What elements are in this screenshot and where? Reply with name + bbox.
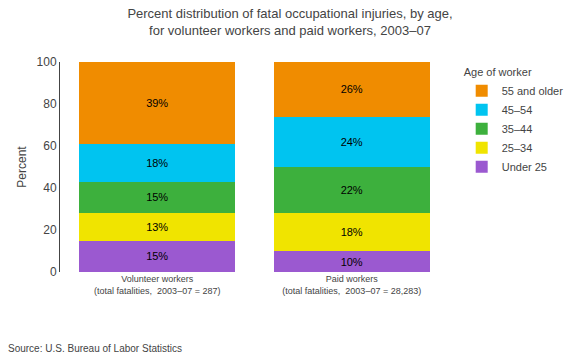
svg-text:0: 0	[50, 265, 57, 279]
svg-text:13%: 13%	[146, 221, 168, 233]
svg-text:39%: 39%	[146, 97, 168, 109]
svg-text:18%: 18%	[341, 226, 363, 238]
svg-text:Volunteer workers(total fatali: Volunteer workers(total fatalities, 2003…	[94, 274, 220, 296]
svg-text:15%: 15%	[146, 250, 168, 262]
svg-text:24%: 24%	[341, 136, 363, 148]
svg-text:22%: 22%	[341, 184, 363, 196]
svg-text:60: 60	[43, 139, 57, 153]
svg-text:26%: 26%	[341, 83, 363, 95]
svg-text:15%: 15%	[146, 191, 168, 203]
svg-text:45–54: 45–54	[502, 104, 533, 116]
svg-text:Age of worker: Age of worker	[464, 66, 532, 78]
svg-text:55 and older: 55 and older	[502, 85, 563, 97]
svg-text:25–34: 25–34	[502, 142, 533, 154]
svg-text:Percent distribution of fatal: Percent distribution of fatal occupation…	[127, 6, 452, 38]
svg-text:35–44: 35–44	[502, 123, 533, 135]
svg-text:80: 80	[43, 97, 57, 111]
svg-text:100: 100	[37, 55, 57, 69]
svg-text:Percent: Percent	[15, 146, 29, 188]
svg-text:Source: U.S. Bureau of Labor S: Source: U.S. Bureau of Labor Statistics	[8, 343, 182, 354]
svg-text:18%: 18%	[146, 157, 168, 169]
svg-text:Under 25: Under 25	[502, 161, 547, 173]
svg-text:20: 20	[43, 223, 57, 237]
svg-text:10%: 10%	[341, 256, 363, 268]
svg-text:40: 40	[43, 181, 57, 195]
svg-text:Paid workers(total fatalities,: Paid workers(total fatalities, 2003–07 =…	[282, 274, 421, 296]
